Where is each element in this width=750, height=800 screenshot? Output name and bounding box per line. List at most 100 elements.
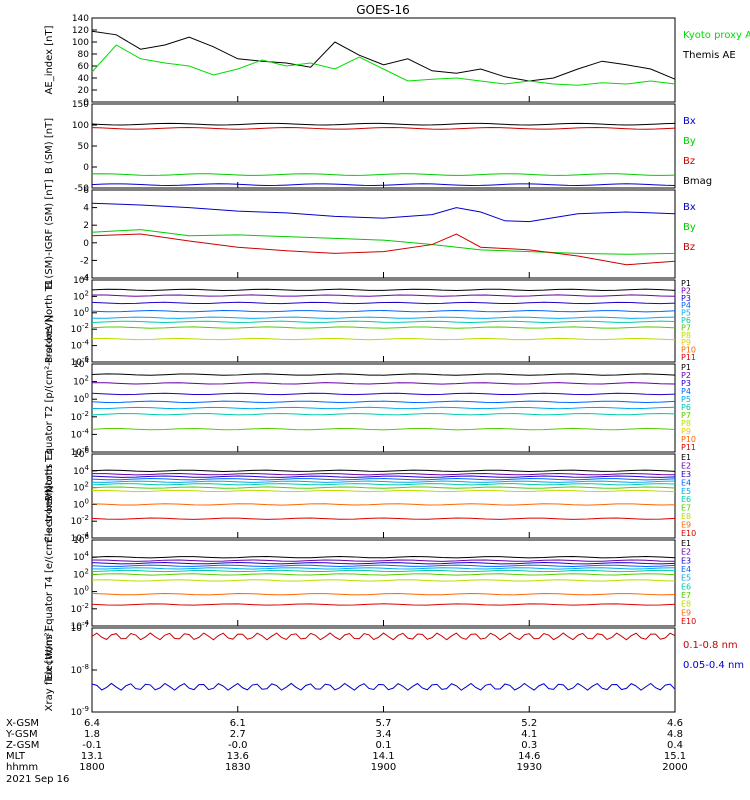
y-tick-label: 10-4: [71, 427, 90, 440]
orbit-value: 5.2: [521, 718, 537, 729]
channel-line: [91, 337, 676, 341]
series-bz: [91, 127, 676, 130]
y-tick-label: 0: [83, 239, 89, 249]
channel-label: E5: [681, 574, 691, 583]
y-tick-label: 10-8: [71, 663, 89, 676]
channel-line: [91, 603, 676, 606]
y-tick-label: 100: [73, 306, 89, 319]
legend-entry: Bx: [683, 116, 696, 127]
channel-label: P1: [681, 363, 691, 372]
orbit-value: 13.1: [81, 751, 103, 762]
panel-frame: [91, 189, 676, 279]
y-tick-label: 40: [78, 74, 90, 84]
y-tick-label: 10-2: [71, 322, 89, 335]
y-tick-label: 6: [83, 186, 89, 196]
channel-label: P2: [681, 286, 691, 295]
orbit-value: 4.8: [667, 729, 683, 740]
legend-entry: Bx: [683, 202, 696, 213]
orbit-value: 6.1: [230, 718, 246, 729]
y-tick-label: 10-4: [71, 339, 90, 352]
channel-label: P1: [681, 279, 691, 288]
orbit-value: 1830: [225, 762, 250, 773]
channel-label: P7: [681, 411, 691, 420]
y-tick-label: 140: [72, 14, 89, 24]
channel-label: P9: [681, 338, 691, 347]
channel-label: P8: [681, 419, 691, 428]
y-tick-label: 104: [73, 550, 89, 563]
channel-line: [91, 564, 676, 567]
y-tick-label: 100: [72, 121, 89, 131]
channel-line: [91, 480, 676, 483]
legend-entry: Bz: [683, 156, 695, 167]
channel-label: E9: [681, 521, 691, 530]
legend-entry: Kyoto proxy AE: [683, 30, 750, 41]
channel-line: [91, 486, 676, 489]
y-axis-label: Xray flux [W/m²]: [44, 629, 55, 712]
panel-2: 150 100 50 0 -50 B (SM) [nT] Bx By Bz Bmag: [44, 100, 712, 194]
legend-entry: By: [683, 136, 696, 147]
orbit-value: 4.6: [667, 718, 683, 729]
orbit-value: 15.1: [664, 751, 686, 762]
orbit-value: -0.0: [228, 740, 248, 751]
channel-line: [91, 310, 676, 313]
channel-line: [91, 412, 676, 416]
y-axis-label: Protons North T1: [44, 279, 55, 363]
channel-line: [91, 326, 676, 329]
channel-label: E4: [681, 565, 691, 574]
channel-line: [91, 382, 676, 385]
date-label: 2021 Sep 16: [6, 774, 69, 785]
orbit-value: 2000: [662, 762, 687, 773]
panel-frame: [91, 539, 676, 627]
series-0-1-0-8-nm: [91, 632, 676, 641]
channel-line: [91, 573, 676, 576]
channel-line: [91, 406, 676, 410]
channel-line: [91, 517, 676, 520]
series-themis-ae: [91, 30, 676, 82]
channel-line: [91, 562, 676, 565]
channel-label: E10: [681, 529, 696, 538]
panel-3: 6 4 2 0 -2 -4 B (SM)-IGRF (SM) [nT] Bx By Bz: [44, 179, 696, 288]
series-bx: [91, 202, 676, 223]
channel-line: [91, 489, 676, 493]
channel-label: E8: [681, 600, 691, 609]
channel-label: E2: [681, 548, 691, 557]
channel-label: P3: [681, 294, 691, 303]
orbit-value: 1930: [517, 762, 542, 773]
channel-label: E5: [681, 487, 691, 496]
channel-line: [91, 472, 676, 476]
orbit-value: 1900: [371, 762, 396, 773]
channel-line: [91, 592, 676, 596]
series-kyoto-proxy-ae: [91, 44, 676, 86]
channel-line: [91, 373, 676, 376]
y-tick-label: 0: [83, 163, 89, 173]
y-tick-label: 60: [78, 62, 90, 72]
y-tick-label: 102: [73, 289, 89, 302]
y-tick-label: -2: [80, 256, 89, 266]
y-tick-label: -4: [80, 274, 89, 284]
channel-label: P4: [681, 301, 691, 310]
channel-line: [91, 478, 676, 481]
legend-entry: 0.1-0.8 nm: [683, 640, 738, 651]
y-tick-label: 2: [83, 221, 89, 231]
y-tick-label: 10-2: [71, 410, 89, 423]
y-tick-label: 4: [83, 204, 89, 214]
y-axis-label: B (SM) [nT]: [44, 118, 55, 174]
orbit-row-label: Y-GSM: [5, 729, 38, 740]
channel-label: P10: [681, 346, 696, 355]
channel-line: [91, 475, 676, 478]
channel-line: [91, 559, 676, 562]
orbit-value: 14.1: [372, 751, 394, 762]
channel-line: [91, 294, 676, 297]
panel-frame: [91, 453, 676, 539]
channel-label: P6: [681, 403, 691, 412]
legend-entry: By: [683, 222, 696, 233]
channel-label: P11: [681, 353, 696, 362]
y-tick-label: 80: [78, 50, 90, 60]
orbit-value: 0.3: [521, 740, 537, 751]
panel-frame: [91, 17, 676, 103]
panel-1: 140 120 100 80 60 40 20 0 AE_index [nT] Kyoto pro…: [44, 14, 750, 108]
y-tick-label: -50: [74, 184, 89, 194]
y-tick-label: 10-2: [71, 514, 89, 527]
